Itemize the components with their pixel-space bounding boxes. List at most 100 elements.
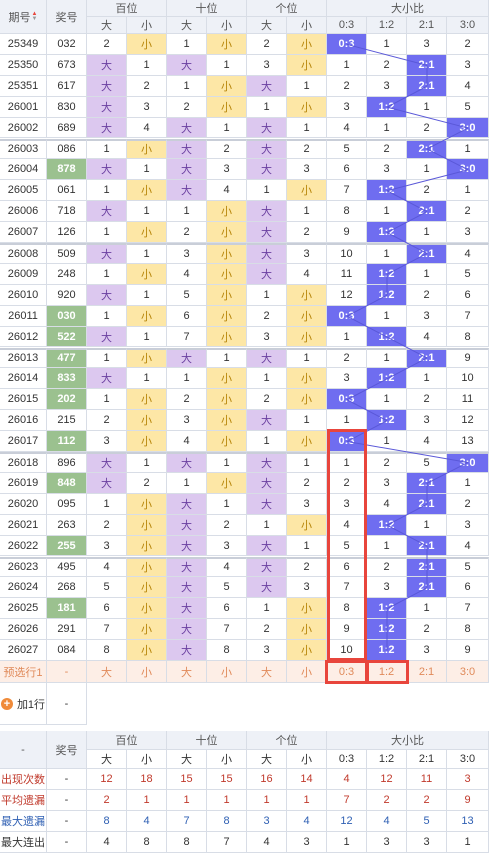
- stat-value: 3: [407, 832, 447, 853]
- ratio-cell: 2:1: [407, 577, 447, 599]
- issue-header[interactable]: 期号 ▲ ▼: [0, 0, 47, 34]
- predict-cell[interactable]: 小: [287, 661, 327, 683]
- small-cell: 1: [127, 159, 167, 181]
- predict-cell[interactable]: 大: [167, 661, 207, 683]
- small-cell: 小: [287, 514, 327, 536]
- big-cell: 大: [247, 535, 287, 557]
- number-cell: 673: [47, 54, 87, 76]
- big-cell: 大: [247, 577, 287, 599]
- small-cell: 小: [127, 180, 167, 202]
- big-cell: 大: [247, 201, 287, 223]
- ratio-cell: 0:3: [327, 389, 367, 411]
- small-cell: 小: [207, 472, 247, 494]
- big-cell: 大: [247, 159, 287, 181]
- big-cell: 大: [167, 159, 207, 181]
- stat-value: 4: [247, 832, 287, 853]
- big-cell: 7: [87, 619, 127, 641]
- big-cell: 2: [167, 222, 207, 243]
- big-cell: 2: [247, 619, 287, 641]
- small-cell: 1: [287, 410, 327, 432]
- small-cell: 1: [207, 117, 247, 139]
- big-cell: 大: [167, 180, 207, 202]
- number-cell: 112: [47, 431, 87, 452]
- ratio-cell: 1:2: [367, 368, 407, 390]
- stat-value: 3: [447, 769, 489, 790]
- stat-label: 出现次数: [0, 769, 47, 790]
- big-cell: 大: [247, 222, 287, 243]
- big-cell: 7: [167, 326, 207, 348]
- big-cell: 6: [167, 305, 207, 327]
- ratio-cell: 1: [367, 431, 407, 452]
- predict-cell[interactable]: 大: [87, 661, 127, 683]
- predict-cell[interactable]: 0:3: [327, 661, 367, 683]
- big-cell: 2: [167, 96, 207, 118]
- big-cell: 3: [167, 243, 207, 264]
- ratio-cell: 2: [407, 180, 447, 202]
- big-cell: 大: [87, 54, 127, 76]
- small-cell: 1: [207, 493, 247, 515]
- number-cell: 126: [47, 222, 87, 243]
- units-header: 个位: [247, 0, 327, 17]
- ratio-cell: 3: [367, 577, 407, 599]
- predict-cell[interactable]: 大: [247, 661, 287, 683]
- stat-value: 1: [287, 790, 327, 811]
- sort-arrows-icon[interactable]: ▲ ▼: [31, 10, 38, 22]
- predict-cell[interactable]: 小: [127, 661, 167, 683]
- number-cell: 181: [47, 598, 87, 620]
- big-cell: 4: [167, 263, 207, 285]
- small-cell: 小: [287, 431, 327, 452]
- small-cell: 1: [207, 54, 247, 76]
- predict-cell[interactable]: 小: [207, 661, 247, 683]
- small-cell: 3: [287, 159, 327, 181]
- stat-value: 2: [407, 790, 447, 811]
- big-cell: 大: [167, 556, 207, 578]
- number-cell: 061: [47, 180, 87, 202]
- big-cell: 4: [87, 556, 127, 578]
- number-cell: 084: [47, 640, 87, 661]
- small-cell: 小: [127, 535, 167, 557]
- stat-value: 1: [207, 790, 247, 811]
- ratio-cell: 3: [407, 34, 447, 55]
- issue-cell: 26015: [0, 389, 47, 411]
- predict-cell[interactable]: 3:0: [447, 661, 489, 683]
- ratio-cell: 3: [367, 472, 407, 494]
- ratio-cell: 6: [447, 577, 489, 599]
- ratio-cell: 4: [447, 75, 489, 97]
- big-cell: 大: [87, 452, 127, 473]
- ratio-cell: 1:2: [367, 263, 407, 285]
- predict-cell[interactable]: 1:2: [367, 661, 407, 683]
- ratio-cell: 1: [407, 514, 447, 536]
- ratio-cell: 3: [327, 368, 367, 390]
- big-cell: 2: [247, 34, 287, 55]
- footer-dash: -: [0, 731, 47, 769]
- small-cell: 4: [207, 180, 247, 202]
- ratio-cell: 5: [327, 138, 367, 160]
- ratio-cell: 2: [407, 284, 447, 306]
- ratio-cell: 2:1: [407, 138, 447, 160]
- ratio-cell: 1: [367, 305, 407, 327]
- stat-value: 8: [207, 811, 247, 832]
- ratio-cell: 2:1: [407, 347, 447, 369]
- number-cell: 248: [47, 263, 87, 285]
- stat-value: 12: [327, 811, 367, 832]
- ratio-cell: 4: [407, 326, 447, 348]
- big-cell: 1: [87, 180, 127, 202]
- small-cell: 3: [207, 535, 247, 557]
- big-cell: 大: [167, 117, 207, 139]
- number-cell: 495: [47, 556, 87, 578]
- ratio-cell: 2: [447, 201, 489, 223]
- ratio-cell: 6: [327, 556, 367, 578]
- ratio-cell: 1:2: [367, 180, 407, 202]
- stat-value: 18: [127, 769, 167, 790]
- small-cell: 1: [207, 452, 247, 473]
- small-cell: 6: [207, 598, 247, 620]
- add-row-button[interactable]: + 加1行: [0, 683, 47, 725]
- predict-cell[interactable]: 2:1: [407, 661, 447, 683]
- big-cell: 1: [247, 431, 287, 452]
- ratio-cell: 1:2: [367, 514, 407, 536]
- small-cell: 2: [127, 472, 167, 494]
- small-cell: 1: [127, 54, 167, 76]
- ratio-cell: 0:3: [327, 34, 367, 55]
- big-cell: 1: [247, 368, 287, 390]
